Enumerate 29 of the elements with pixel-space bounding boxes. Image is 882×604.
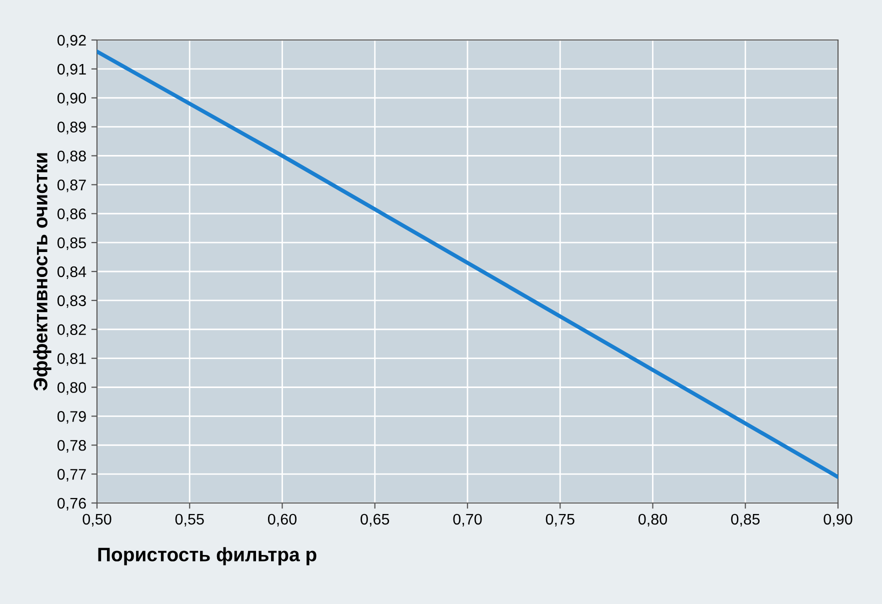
- y-tick-label: 0,90: [57, 92, 86, 106]
- x-tick-label: 0,90: [824, 514, 852, 526]
- y-tick-label: 0,76: [57, 498, 86, 510]
- y-tick-label: 0,77: [57, 468, 86, 482]
- y-tick-label: 0,87: [57, 180, 86, 192]
- line-series: [97, 50, 838, 479]
- x-tick-label: 0,75: [546, 514, 574, 526]
- y-tick-label: 0,78: [57, 440, 86, 453]
- y-tick-label: 0,82: [57, 324, 86, 337]
- x-tick-label: 0,60: [268, 514, 297, 526]
- x-axis-title: Пористость фильтра p: [98, 547, 316, 566]
- y-tick-label: 0,86: [57, 208, 86, 222]
- y-tick-label: 0,85: [57, 237, 86, 250]
- y-tick-label: 0,91: [57, 64, 86, 76]
- x-tick-label: 0,80: [638, 514, 668, 526]
- y-axis-title: Эффективность очистки: [33, 153, 52, 391]
- x-tick-label: 0,65: [360, 514, 390, 526]
- y-tick-label: 0,83: [57, 295, 86, 308]
- y-tick-label: 0,88: [57, 150, 86, 164]
- y-tick-label: 0,80: [57, 382, 86, 395]
- y-tick-label: 0,92: [57, 34, 86, 48]
- y-tick-label: 0,79: [57, 411, 86, 424]
- x-tick-label: 0,70: [453, 514, 482, 526]
- x-tick-label: 0,85: [731, 514, 760, 526]
- y-tick-label: 0,81: [57, 353, 86, 366]
- x-tick-label: 0,55: [175, 514, 204, 526]
- x-tick-label: 0,50: [82, 514, 112, 526]
- y-tick-label: 0,84: [57, 266, 86, 279]
- y-tick-label: 0,89: [57, 122, 86, 134]
